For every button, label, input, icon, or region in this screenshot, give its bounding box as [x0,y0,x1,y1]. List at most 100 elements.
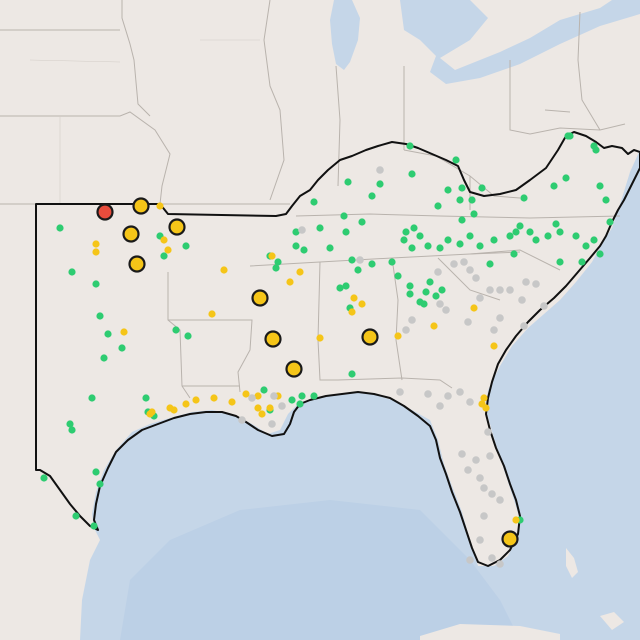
green-marker [606,218,614,226]
green-marker [590,236,598,244]
green-marker [92,280,100,288]
green-marker [354,266,362,274]
green-marker [468,196,476,204]
mexico-land [0,420,90,640]
yellow-marker [160,236,168,244]
large-yellow-marker[interactable] [251,289,269,307]
island [420,624,560,640]
green-marker [550,182,558,190]
green-marker [544,232,552,240]
green-marker [342,282,350,290]
gray-marker [268,420,276,428]
gray-marker [496,560,504,568]
large-yellow-marker[interactable] [361,328,379,346]
gray-marker [434,268,442,276]
green-marker [376,180,384,188]
green-marker [388,258,396,266]
gray-marker [480,484,488,492]
atlantic-ocean [80,150,640,640]
green-marker [100,354,108,362]
yellow-marker [148,408,156,416]
large-yellow-marker[interactable] [168,218,186,236]
green-marker [402,228,410,236]
large-yellow-marker[interactable] [285,360,303,378]
yellow-marker [350,294,358,302]
green-marker [602,196,610,204]
green-marker [400,236,408,244]
green-marker [438,286,446,294]
green-marker [596,182,604,190]
green-marker [420,300,428,308]
gray-marker [520,322,528,330]
gray-marker [472,456,480,464]
small-gray-markers [238,166,548,568]
green-marker [552,220,560,228]
large-yellow-marker[interactable] [264,330,282,348]
gray-marker [496,314,504,322]
green-marker [444,186,452,194]
green-marker [556,228,564,236]
green-marker [292,228,300,236]
green-marker [68,426,76,434]
yellow-marker [358,300,366,308]
green-marker [506,232,514,240]
gray-marker [270,392,278,400]
gray-marker [436,300,444,308]
gray-marker [496,496,504,504]
yellow-marker [166,404,174,412]
green-marker [316,224,324,232]
gray-marker [476,294,484,302]
gray-marker [456,388,464,396]
green-marker [582,242,590,250]
gray-marker [472,274,480,282]
green-marker [512,228,520,236]
gray-marker [248,394,256,402]
gray-marker [466,556,474,564]
green-marker [260,386,268,394]
green-marker [72,512,80,520]
gray-marker [532,280,540,288]
yellow-marker [348,308,356,316]
green-marker [298,392,306,400]
yellow-marker [92,248,100,256]
large-red-marker[interactable] [96,203,114,221]
gray-marker [480,512,488,520]
green-marker [40,474,48,482]
green-marker [466,232,474,240]
large-yellow-marker[interactable] [122,225,140,243]
gray-marker [444,392,452,400]
gray-marker [488,554,496,562]
green-marker [104,330,112,338]
island [566,548,578,578]
green-marker [476,242,484,250]
yellow-marker [182,400,190,408]
green-marker [432,292,440,300]
gray-marker [402,326,410,334]
gray-marker [488,490,496,498]
green-marker [510,250,518,258]
yellow-marker [192,396,200,404]
large-yellow-marker[interactable] [132,197,150,215]
gray-marker [466,266,474,274]
green-marker [416,232,424,240]
gray-marker [450,260,458,268]
gray-marker [408,316,416,324]
large-red-markers[interactable] [96,203,114,221]
green-marker [326,244,334,252]
yellow-marker [254,404,262,412]
large-yellow-marker[interactable] [501,530,519,548]
green-marker [182,242,190,250]
green-marker [532,236,540,244]
green-marker [342,228,350,236]
large-yellow-markers[interactable] [122,197,519,548]
green-marker [348,370,356,378]
green-marker [578,258,586,266]
yellow-marker [296,268,304,276]
green-marker [526,228,534,236]
gray-marker [376,166,384,174]
yellow-marker [220,266,228,274]
yellow-marker [228,398,236,406]
gray-marker [506,286,514,294]
large-yellow-marker[interactable] [128,255,146,273]
